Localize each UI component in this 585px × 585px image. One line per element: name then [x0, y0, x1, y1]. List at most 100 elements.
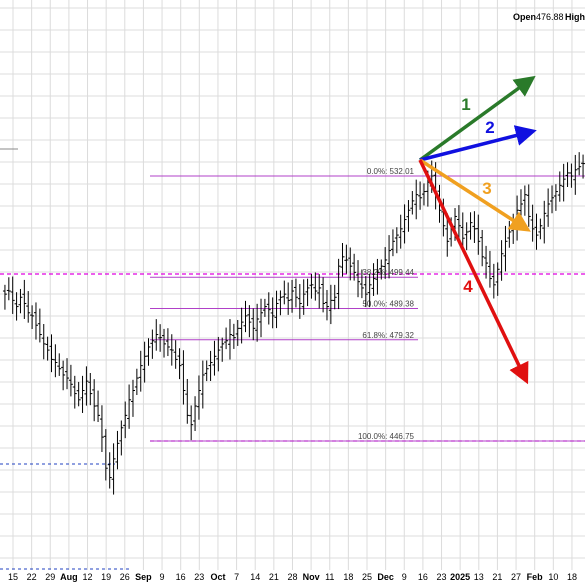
ohlc-bar — [480, 229, 485, 267]
ohlc-bar — [468, 212, 473, 240]
ohlc-bar — [88, 372, 93, 406]
ohlc-bar — [553, 184, 558, 211]
ohlc-bar — [200, 360, 205, 409]
ohlc-bar — [495, 262, 500, 296]
ohlc-bar — [278, 290, 283, 316]
ohlc-bar — [45, 336, 50, 361]
arrow-label-4: 4 — [463, 277, 473, 296]
projection-arrow-4 — [418, 159, 529, 385]
ohlc-bar — [464, 222, 469, 251]
projection-arrow-2 — [419, 125, 537, 162]
ohlc-bar — [324, 289, 329, 321]
ohlc-bar — [418, 181, 423, 210]
ohlc-bar — [406, 200, 411, 232]
ohlc-bar — [491, 263, 496, 299]
ohlc-bar — [577, 152, 582, 176]
ohlc-bar — [212, 340, 217, 376]
ohlc-bar — [185, 378, 190, 424]
ohlc-bar — [282, 280, 287, 305]
ohlc-bar — [239, 307, 244, 344]
ohlc-bar — [154, 319, 159, 351]
ohlc-bar — [111, 443, 116, 495]
ohlc-bar — [328, 284, 333, 325]
x-tick-label: 13 — [474, 572, 484, 582]
ohlc-bar — [565, 162, 570, 187]
ohlc-bar — [484, 245, 489, 279]
ohlc-bar — [107, 452, 112, 489]
x-tick-label: 7 — [234, 572, 239, 582]
ohlc-bar — [57, 353, 62, 376]
ohlc-bar — [421, 183, 426, 206]
ohlc-bar — [61, 360, 66, 391]
ohlc-bar — [14, 292, 19, 321]
ohlc-bar — [193, 396, 198, 432]
ohlc-bar — [383, 247, 388, 279]
chart-grid — [0, 0, 585, 570]
x-tick-label: Sep — [135, 572, 152, 582]
ohlc-bar — [301, 279, 306, 315]
x-tick-label: 23 — [194, 572, 204, 582]
ohlc-bar — [181, 350, 186, 405]
ohlc-bar — [305, 278, 310, 307]
ohlc-bar — [251, 308, 256, 341]
x-tick-label: Dec — [377, 572, 394, 582]
x-tick-label: 9 — [160, 572, 165, 582]
ohlc-bar — [313, 272, 318, 301]
ohlc-bar — [18, 288, 23, 314]
ohlc-bar — [387, 235, 392, 279]
ohlc-bar — [507, 220, 512, 248]
ohlc-bar — [220, 337, 225, 362]
x-tick-label: 21 — [492, 572, 502, 582]
ohlc-bar — [146, 338, 151, 366]
x-tick-label: 18 — [567, 572, 577, 582]
ohlc-bar — [99, 405, 104, 453]
x-tick-label: 19 — [101, 572, 111, 582]
ohlc-bar — [158, 324, 163, 352]
ohlc-bar — [37, 308, 42, 343]
x-tick-label: 22 — [27, 572, 37, 582]
ohlc-bar — [394, 227, 399, 254]
ohlc-bar — [398, 214, 403, 249]
x-tick-label: 23 — [437, 572, 447, 582]
projection-arrow-1 — [418, 75, 536, 162]
ohlc-bar — [375, 258, 380, 295]
ohlc-bar — [297, 284, 302, 319]
ohlc-bar — [402, 204, 407, 244]
ohlc-bar — [162, 328, 167, 358]
x-tick-label: 25 — [362, 572, 372, 582]
ohlc-bar — [293, 278, 298, 308]
ohlc-bar — [189, 405, 194, 441]
ohlc-bar — [119, 420, 124, 456]
fib-level-label: 0.0%: 532.01 — [367, 167, 415, 176]
ohlc-bar — [557, 171, 562, 202]
fib-level-label: 38.2%: 499.44 — [362, 268, 414, 277]
x-tick-label: Nov — [303, 572, 320, 582]
ohlc-bar — [352, 253, 357, 281]
x-tick-label: 12 — [83, 572, 93, 582]
ohlc-bar — [561, 163, 566, 202]
ohlc-bar — [127, 384, 132, 429]
ohlc-bar — [274, 290, 279, 329]
ohlc-bar — [243, 300, 248, 333]
ohlc-bar — [72, 375, 77, 409]
x-tick-label: 16 — [418, 572, 428, 582]
x-tick-label: Oct — [210, 572, 225, 582]
ohlc-bar — [286, 282, 291, 315]
arrow-label-1: 1 — [461, 95, 470, 114]
ohlc-bar — [103, 429, 108, 481]
x-tick-label: 16 — [176, 572, 186, 582]
ohlc-bar — [332, 284, 337, 310]
ohlc-bar — [92, 379, 97, 422]
ohlc-bar — [115, 430, 120, 470]
ohlc-bar — [344, 244, 349, 274]
ohlc-header: Open 476.88 High — [513, 12, 585, 22]
ohlc-bar — [2, 284, 7, 310]
x-tick-label: 10 — [548, 572, 558, 582]
ohlc-bar — [76, 381, 81, 407]
ohlc-bar — [6, 277, 11, 301]
ohlc-bar — [359, 269, 364, 299]
ohlc-bar — [363, 276, 368, 308]
x-tick-label: Feb — [527, 572, 544, 582]
ohlc-bar — [336, 258, 341, 310]
